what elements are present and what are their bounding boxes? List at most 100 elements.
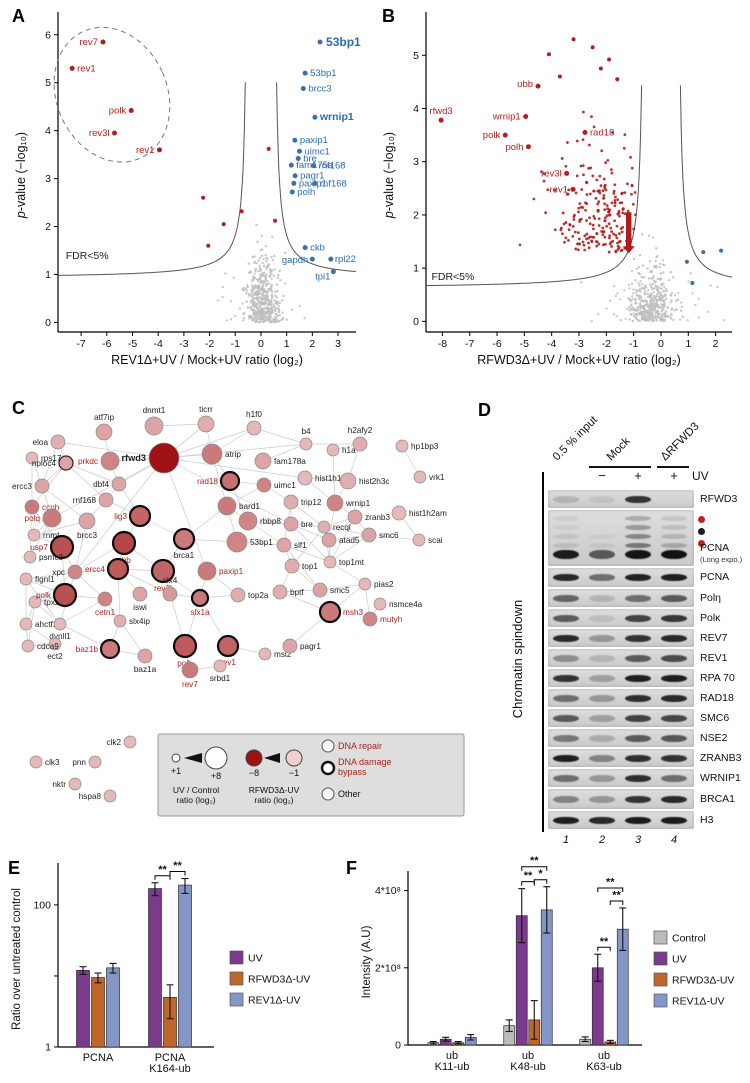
protein-node [297,470,313,486]
svg-text:paxip1: paxip1 [219,567,244,576]
blot-band [553,614,579,622]
panel-label-b: B [382,6,395,26]
protein-node [284,558,300,574]
svg-text:rev3l: rev3l [89,128,110,139]
svg-text:RFWD3Δ-UV: RFWD3Δ-UV [248,974,310,986]
svg-text:-4: -4 [154,338,163,350]
svg-text:-7: -7 [76,338,85,350]
svg-text:cetn1: cetn1 [95,608,115,617]
svg-text:K11-ub: K11-ub [435,1061,470,1073]
svg-text:wrnip1: wrnip1 [319,111,354,123]
svg-text:h1f0: h1f0 [246,410,262,419]
svg-text:-1: -1 [231,338,240,350]
svg-text:0: 0 [658,338,664,350]
blot-band [661,534,687,539]
uv-sign: + [670,468,678,483]
blot-row [548,811,694,829]
svg-text:hist2h3c: hist2h3c [359,477,390,486]
protein-node [49,534,75,560]
axes: 1 100 Ratio over untreated control PCNA PCNA… [11,863,214,1075]
svg-text:rev1: rev1 [136,145,154,156]
svg-text:polk: polk [36,591,52,600]
svg-text:**: ** [173,860,182,872]
svg-text:ub: ub [446,1050,458,1062]
chromatin-spindown-label: Chromatin spindown [510,599,525,719]
legend-swatch [653,951,668,966]
svg-text:-7: -7 [465,338,474,350]
uv-sign: − [598,468,606,483]
svg-text:hspa8: hspa8 [79,792,102,801]
svg-text:iswi: iswi [133,603,147,612]
western-blot-panel: 0.5 % input Mock ΔRFWD3 − + + UV Chromatin spin… [480,398,750,858]
protein-label: SMC6 [700,711,730,724]
svg-text:bptf: bptf [290,588,304,597]
protein-node [27,528,41,542]
blot-row [548,510,694,566]
protein-label: Polη [700,591,722,604]
svg-text:**: ** [600,936,609,948]
blot-column-header: ΔRFWD3 [658,420,702,464]
blot-band [625,654,651,662]
protein-node [347,509,363,525]
svg-text:53bp1: 53bp1 [326,35,361,49]
blot-band [553,550,579,559]
legend: Control UV RFWD3Δ-UV REV1Δ-UV [653,930,734,1008]
blot-row [548,729,694,747]
protein-label: REV7 [700,631,728,644]
svg-text:bre: bre [301,520,313,529]
legend-swatch [229,950,244,965]
protein-node [88,755,102,769]
panel-label-d: D [478,400,491,420]
axes: -8 -7 -6 -5 -4 -3 -2 -1 0 1 2 0 1 2 3 4 5 RFWD3Δ+UV / Moc… [413,12,732,367]
blot-band [625,534,651,539]
svg-text:2: 2 [713,338,719,350]
svg-text:brca1: brca1 [174,551,195,560]
uv-sign: + [634,468,642,483]
protein-node [395,439,409,453]
protein-node [53,617,67,631]
protein-node [34,478,50,494]
svg-text:rev3l: rev3l [541,168,562,179]
svg-text:gapdh: gapdh [282,255,308,266]
blot-band [661,795,687,803]
svg-text:ahctf1: ahctf1 [35,620,58,629]
panel-label-c: C [12,398,25,418]
blot-band [553,634,579,642]
blot-band [625,634,651,642]
blot-band [625,714,651,722]
protein-node [148,442,180,474]
blot-band [589,754,615,762]
svg-text:trip12: trip12 [301,498,322,507]
svg-text:-6: -6 [102,338,111,350]
svg-text:4: 4 [45,125,51,137]
protein-node [238,511,258,531]
svg-text:wrnip1: wrnip1 [492,111,521,122]
protein-node [78,512,96,530]
volcano-plot-rfwd3: -8 -7 -6 -5 -4 -3 -2 -1 0 1 2 0 1 2 3 4 5 RFWD3Δ+UV / Moc… [382,12,733,367]
legend-swatch [229,992,244,1007]
svg-text:pnn: pnn [72,758,86,767]
blot-band [625,795,651,803]
svg-text:clk3: clk3 [45,758,60,767]
protein-node [256,477,272,493]
protein-node [97,591,113,607]
blot-band [589,734,615,742]
svg-text:usp7: usp7 [30,543,48,552]
protein-node [19,617,33,631]
svg-text:6: 6 [45,29,51,41]
blot-row [548,749,694,767]
protein-node [282,638,298,654]
svg-text:K164-ub: K164-ub [149,1063,191,1075]
svg-text:2: 2 [413,209,419,221]
panel-label-a: A [12,6,25,26]
svg-text:hist1h1t: hist1h1t [315,474,344,483]
protein-label: RPA 70 [700,671,735,684]
protein-node [111,530,137,556]
protein-node [412,533,426,547]
svg-text:3: 3 [45,173,51,185]
svg-text:psmc3: psmc3 [39,553,64,562]
blot-band [553,543,579,548]
protein-node [113,614,127,628]
protein-node [321,532,337,548]
